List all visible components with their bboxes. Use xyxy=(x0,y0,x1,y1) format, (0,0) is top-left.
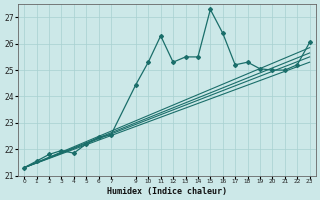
X-axis label: Humidex (Indice chaleur): Humidex (Indice chaleur) xyxy=(107,187,227,196)
